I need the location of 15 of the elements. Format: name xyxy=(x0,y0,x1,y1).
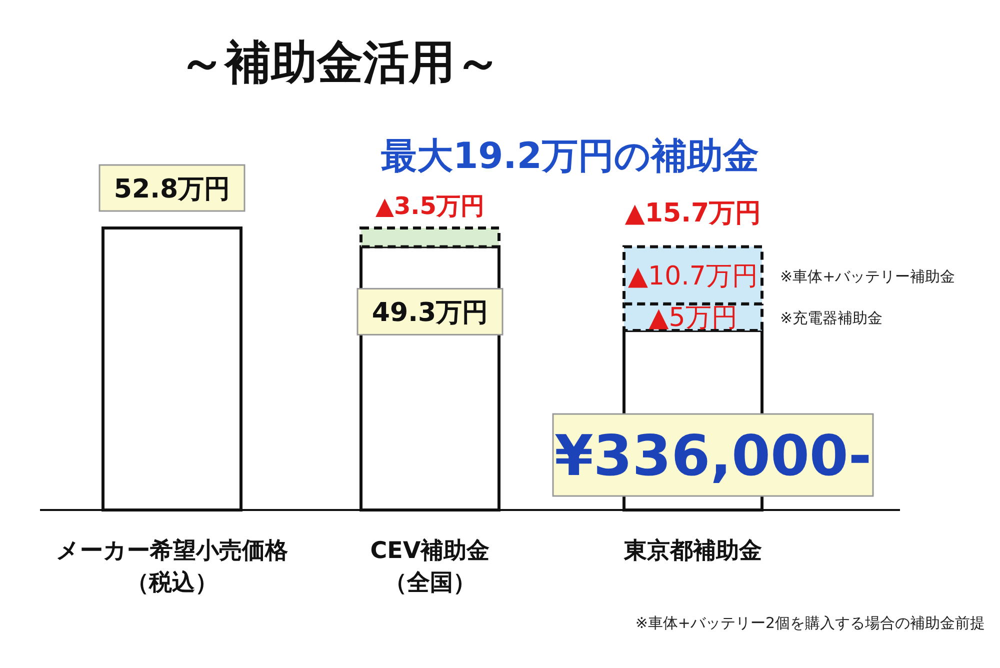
annotation: ¥336,000- xyxy=(554,424,872,489)
x-tick-label: CEV補助金（全国） xyxy=(370,538,490,596)
data-label: ▲5万円 xyxy=(648,303,738,334)
annotation: ※充電器補助金 xyxy=(780,309,883,328)
data-label: ▲10.7万円 xyxy=(628,261,758,292)
x-tick-label: メーカー希望小売価格（税込） xyxy=(56,538,288,596)
text: ※車体+バッテリー2個を購入する場合の補助金前提 xyxy=(635,614,985,632)
data-label: 52.8万円 xyxy=(114,174,230,204)
data-label: 49.3万円 xyxy=(372,298,488,328)
chart-subtitle: 最大19.2万円の補助金 xyxy=(381,136,759,177)
chart-title: ～補助金活用～ xyxy=(179,35,501,89)
data-label: ▲3.5万円 xyxy=(376,192,484,220)
annotation: ※車体+バッテリー補助金 xyxy=(780,267,956,286)
x-tick-label: 東京都補助金 xyxy=(623,538,762,564)
annotation: ▲15.7万円 xyxy=(624,198,762,229)
